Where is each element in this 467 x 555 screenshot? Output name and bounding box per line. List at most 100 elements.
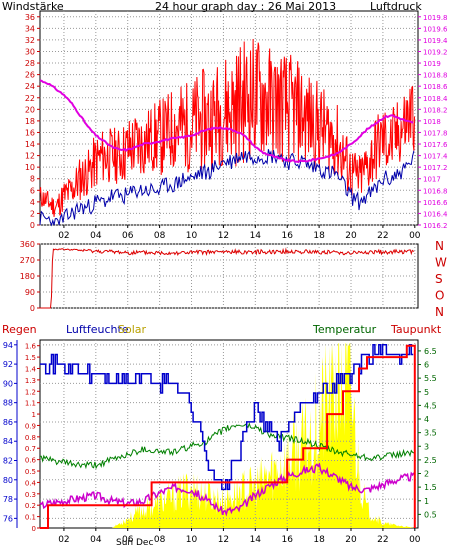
wind-pressure-panel: Windstärke 24 hour graph day : 26 Mai 20… <box>2 0 448 241</box>
humidity-y-ticks: 76 78 80 82 84 86 88 90 92 94 <box>3 340 18 528</box>
wind-y-tick-label: 6 <box>30 186 35 195</box>
rain-x-tick-label: 08 <box>154 535 166 545</box>
humidity-series-line <box>40 344 414 491</box>
wind-grid <box>40 11 418 226</box>
rain-y-tick-label: 1.2 <box>25 388 36 396</box>
sun-label: Sun Dec <box>116 538 153 548</box>
wind-x-tick-label: 20 <box>345 231 357 241</box>
pressure-y-tick-label: 1016.2 <box>423 222 448 230</box>
compass-label: W <box>435 256 447 270</box>
wind-y-tick-label: 20 <box>25 105 35 114</box>
wind-x-tick-label: 10 <box>186 231 198 241</box>
wind-y-tick-label: 10 <box>25 163 35 172</box>
humidity-y-tick-label: 88 <box>3 399 13 408</box>
wind-x-tick-label: 04 <box>90 231 102 241</box>
rain-y-tick-label: 0.3 <box>25 491 36 499</box>
rain-x-tick-label: 22 <box>377 535 388 545</box>
temperature-y-tick-label: 0.5 <box>424 510 437 519</box>
pressure-series-line <box>39 79 414 164</box>
rain-y-tick-label: 1.3 <box>25 377 36 385</box>
rain-y-tick-label: 0.5 <box>25 468 36 476</box>
rain-y-tick-label: 1 <box>32 411 36 419</box>
humidity-y-tick-label: 82 <box>3 457 13 466</box>
pressure-y-tick-label: 1018 <box>423 118 441 126</box>
humidity-y-tick-label: 86 <box>3 418 13 427</box>
temperature-y-tick-label: 2.5 <box>424 456 437 465</box>
temperature-label: Temperatur <box>312 323 377 336</box>
wind-y-tick-label: 12 <box>25 152 35 161</box>
humidity-y-tick-label: 78 <box>3 495 13 504</box>
dewpoint-label: Taupunkt <box>390 323 442 336</box>
rain-x-tick-label: 14 <box>250 535 262 545</box>
rain-y-tick-label: 1.1 <box>25 400 36 408</box>
rain-y-tick-label: 0 <box>32 525 36 533</box>
humidity-y-tick-label: 90 <box>3 379 13 388</box>
gust-series-line <box>39 149 415 227</box>
wind-x-tick-label: 16 <box>281 231 293 241</box>
humidity-y-tick-label: 92 <box>3 360 13 369</box>
wind-x-tick-label: 12 <box>218 231 229 241</box>
temperature-y-tick-label: 3.5 <box>424 429 437 438</box>
pressure-y-tick-label: 1019.2 <box>423 48 448 56</box>
rain-y-tick-label: 0.9 <box>25 422 36 430</box>
wind-label: Windstärke <box>2 0 64 13</box>
wind-x-tick-label: 08 <box>154 231 166 241</box>
compass-label: O <box>435 289 444 303</box>
pressure-y-tick-label: 1018.8 <box>423 72 448 80</box>
wind-y-tick-label: 28 <box>25 59 35 68</box>
rain-x-tick-label: 02 <box>58 535 69 545</box>
direction-series-line <box>40 247 415 309</box>
direction-y-tick-label: 360 <box>20 240 35 249</box>
direction-y-tick-label: 0 <box>30 304 35 313</box>
pressure-y-tick-label: 1018.4 <box>423 95 448 103</box>
wind-y-tick-label: 4 <box>30 198 35 207</box>
wind-y-tick-label: 0 <box>30 221 35 230</box>
rain-y-tick-label: 0.7 <box>25 445 36 453</box>
temperature-y-tick-label: 4.5 <box>424 401 437 410</box>
pressure-y-tick-label: 1019.8 <box>423 14 448 22</box>
rain-x-tick-label: 04 <box>90 535 102 545</box>
wind-x-tick-label: 22 <box>377 231 388 241</box>
wind-x-tick-label: 00 <box>409 231 421 241</box>
rain-y-tick-label: 1.6 <box>25 343 37 351</box>
pressure-y-tick-label: 1019 <box>423 60 441 68</box>
temperature-y-tick-label: 1 <box>424 497 429 506</box>
rain-y-tick-label: 0.1 <box>25 514 36 522</box>
wind-y-tick-label: 36 <box>25 13 35 22</box>
humidity-y-tick-label: 80 <box>3 476 13 485</box>
temperature-y-tick-label: 1.5 <box>424 483 437 492</box>
pressure-y-tick-label: 1018.2 <box>423 106 448 114</box>
direction-grid <box>40 243 418 309</box>
wind-y-tick-label: 14 <box>25 140 35 149</box>
rain-x-tick-label: 06 <box>122 535 134 545</box>
humidity-y-tick-label: 76 <box>3 514 13 523</box>
temperature-y-tick-label: 6.5 <box>424 347 437 356</box>
wind-x-tick-label: 18 <box>313 231 325 241</box>
wind-y-tick-label: 34 <box>25 24 35 33</box>
rain-y-tick-label: 0.8 <box>25 434 36 442</box>
pressure-y-tick-label: 1017.4 <box>423 153 448 161</box>
direction-y-tick-label: 180 <box>20 272 35 281</box>
solar-series-area <box>40 343 415 528</box>
temperature-y-tick-label: 6 <box>424 361 429 370</box>
humidity-label: Luftfeuchte <box>66 323 129 336</box>
wind-x-tick-label: 14 <box>250 231 262 241</box>
rain-y-tick-label: 1.5 <box>25 354 36 362</box>
rain-y-tick-label: 0.2 <box>25 502 36 510</box>
rain-x-ticks: 02 04 06 08 10 12 14 16 18 20 22 00 <box>58 528 421 545</box>
temperature-y-tick-label: 4 <box>424 415 429 424</box>
rain-x-tick-label: 16 <box>281 535 293 545</box>
compass-label: N <box>435 305 444 319</box>
rain-y-tick-label: 0.4 <box>25 479 37 487</box>
direction-y-tick-label: 90 <box>25 288 35 297</box>
pressure-y-tick-label: 1017 <box>423 176 441 184</box>
pressure-y-tick-label: 1017.2 <box>423 164 448 172</box>
rain-humidity-panel: Regen Luftfeuchte Solar Temperatur Taupu… <box>2 323 442 548</box>
pressure-label: Luftdruck <box>370 0 422 13</box>
rain-label: Regen <box>2 323 37 336</box>
